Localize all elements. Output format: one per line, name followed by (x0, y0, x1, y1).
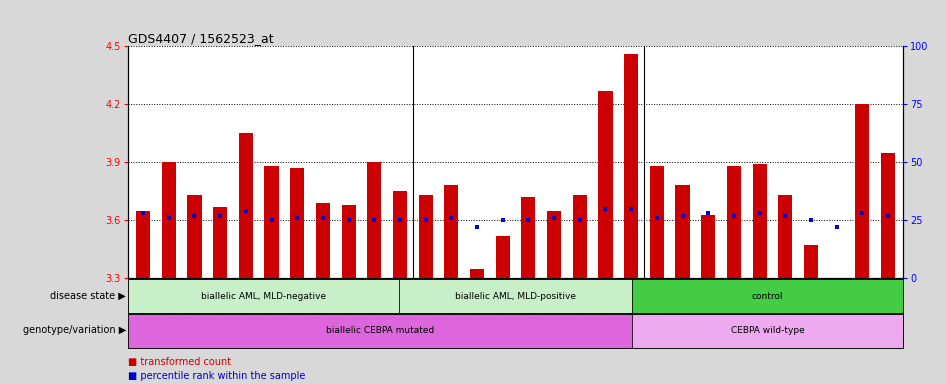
Text: control: control (752, 291, 783, 301)
Bar (496, 236, 510, 278)
Point (135, 210, 150, 217)
Text: CEBPA wild-type: CEBPA wild-type (731, 326, 804, 335)
Bar (136, 211, 150, 278)
Point (598, 206, 613, 212)
Point (547, 215, 562, 221)
Point (289, 215, 305, 221)
Text: genotype/variation ▶: genotype/variation ▶ (23, 325, 126, 335)
Point (521, 217, 536, 223)
Bar (881, 152, 895, 278)
Point (881, 213, 896, 219)
Bar (650, 166, 664, 278)
Bar (804, 245, 818, 278)
Bar (265, 166, 279, 278)
Text: disease state ▶: disease state ▶ (50, 291, 126, 301)
Bar (445, 185, 459, 278)
Point (315, 215, 330, 221)
Point (829, 224, 844, 230)
Bar (727, 166, 741, 278)
Bar (213, 207, 227, 278)
Bar (367, 162, 381, 278)
Bar (128, 279, 399, 313)
Text: ■ percentile rank within the sample: ■ percentile rank within the sample (128, 371, 305, 381)
Bar (342, 205, 356, 278)
Point (213, 213, 228, 219)
Bar (632, 279, 903, 313)
Bar (393, 191, 407, 278)
Point (778, 213, 793, 219)
Bar (470, 269, 484, 278)
Point (752, 210, 767, 217)
Bar (128, 314, 632, 348)
Text: biallelic AML, MLD-positive: biallelic AML, MLD-positive (455, 291, 576, 301)
Point (495, 217, 510, 223)
Bar (316, 203, 330, 278)
Bar (418, 195, 432, 278)
Bar (572, 195, 587, 278)
Text: GDS4407 / 1562523_at: GDS4407 / 1562523_at (128, 32, 273, 45)
Bar (632, 314, 903, 348)
Point (393, 217, 408, 223)
Point (649, 215, 664, 221)
Bar (830, 278, 844, 317)
Point (161, 215, 176, 221)
Bar (855, 104, 869, 278)
Point (342, 217, 357, 223)
Point (418, 217, 433, 223)
Point (187, 213, 202, 219)
Bar (599, 91, 612, 278)
Bar (675, 185, 690, 278)
Bar (752, 164, 766, 278)
Bar (187, 195, 201, 278)
Text: biallelic CEBPA mutated: biallelic CEBPA mutated (325, 326, 434, 335)
Point (264, 217, 279, 223)
Point (238, 208, 254, 214)
Bar (399, 279, 632, 313)
Bar (521, 197, 535, 278)
Point (623, 206, 639, 212)
Point (469, 224, 484, 230)
Point (803, 217, 818, 223)
Bar (162, 162, 176, 278)
Bar (779, 195, 793, 278)
Text: biallelic AML, MLD-negative: biallelic AML, MLD-negative (201, 291, 326, 301)
Point (855, 210, 870, 217)
Bar (290, 168, 305, 278)
Point (367, 217, 382, 223)
Text: ■ transformed count: ■ transformed count (128, 357, 231, 367)
Bar (238, 133, 253, 278)
Point (727, 213, 742, 219)
Point (444, 215, 459, 221)
Point (701, 210, 716, 217)
Bar (701, 215, 715, 278)
Bar (547, 211, 561, 278)
Point (674, 213, 690, 219)
Bar (624, 54, 639, 278)
Point (572, 217, 587, 223)
